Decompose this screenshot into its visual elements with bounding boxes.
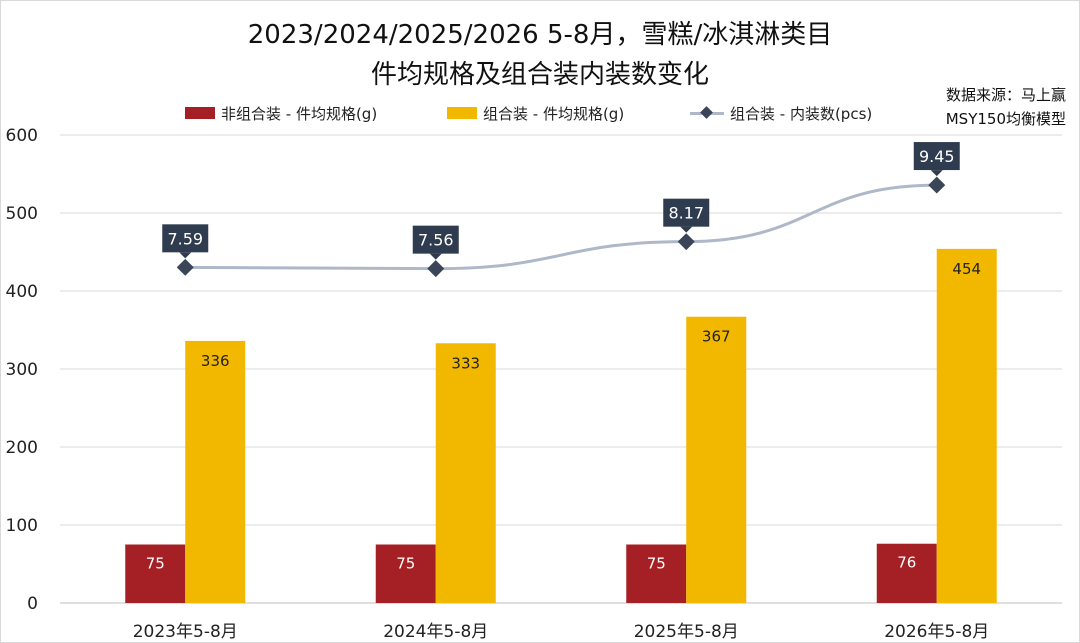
bar-non-combo — [626, 544, 687, 603]
source-line1: 数据来源：马上赢 — [945, 86, 1066, 104]
bar-label-non-combo: 75 — [146, 555, 165, 573]
y-tick-label: 100 — [6, 516, 38, 536]
point-label-count: 9.45 — [919, 147, 955, 166]
legend-swatch-non-combo — [185, 107, 215, 119]
bar-combo — [936, 248, 997, 603]
y-tick-label: 0 — [27, 594, 38, 614]
point-label-pointer — [429, 253, 442, 260]
bar-label-combo: 367 — [702, 328, 731, 346]
point-label-box — [913, 142, 960, 171]
bar-combo — [435, 343, 496, 603]
bar-label-combo: 333 — [451, 354, 480, 372]
x-tick-label: 2023年5-8月 — [133, 622, 238, 642]
chart-title-line1: 2023/2024/2025/2026 5-8月，雪糕/冰淇淋类目 — [247, 20, 833, 50]
point-label-count: 7.56 — [418, 231, 454, 250]
point-label-pointer — [680, 226, 693, 233]
legend-line-count — [690, 106, 724, 119]
point-count — [677, 233, 695, 251]
point-label-box — [162, 224, 209, 253]
legend-label-non-combo: 非组合装 - 件均规格(g) — [221, 104, 378, 123]
y-tick-label: 300 — [6, 360, 38, 380]
bar-combo — [185, 340, 246, 603]
point-label-pointer — [930, 170, 943, 177]
point-count — [176, 258, 194, 276]
bar-label-non-combo: 75 — [647, 555, 666, 573]
point-label-count: 8.17 — [668, 204, 704, 223]
point-label-count: 7.59 — [167, 229, 203, 248]
bar-label-non-combo: 76 — [897, 554, 916, 572]
point-count — [928, 176, 946, 194]
chart-title-line2: 件均规格及组合装内装数变化 — [370, 60, 709, 90]
legend-item-combo: 组合装 - 件均规格(g) — [447, 104, 625, 123]
legend-label-combo: 组合装 - 件均规格(g) — [483, 104, 625, 123]
line-count — [185, 183, 937, 271]
y-tick-label: 200 — [6, 438, 38, 458]
bar-non-combo — [375, 544, 436, 603]
bar-label-combo: 454 — [952, 260, 981, 278]
legend-label-count: 组合装 - 内装数(pcs) — [730, 104, 873, 123]
y-tick-label: 500 — [6, 204, 38, 224]
legend-swatch-combo — [447, 107, 477, 119]
point-count — [427, 260, 445, 278]
bar-non-combo — [125, 544, 186, 603]
x-tick-label: 2026年5-8月 — [884, 622, 989, 642]
point-label-box — [663, 198, 710, 227]
x-tick-label: 2025年5-8月 — [634, 622, 739, 642]
point-label-box — [412, 225, 459, 254]
y-tick-label: 400 — [6, 282, 38, 302]
x-tick-label: 2024年5-8月 — [383, 622, 488, 642]
legend-item-count: 组合装 - 内装数(pcs) — [690, 104, 873, 123]
bar-label-non-combo: 75 — [396, 555, 415, 573]
source-line2: MSY150均衡模型 — [945, 110, 1066, 128]
bar-label-combo: 336 — [201, 352, 230, 370]
point-label-pointer — [179, 252, 192, 259]
bar-non-combo — [876, 543, 937, 603]
y-tick-label: 600 — [6, 126, 38, 146]
bar-combo — [686, 316, 747, 603]
legend-item-non-combo: 非组合装 - 件均规格(g) — [185, 104, 378, 123]
